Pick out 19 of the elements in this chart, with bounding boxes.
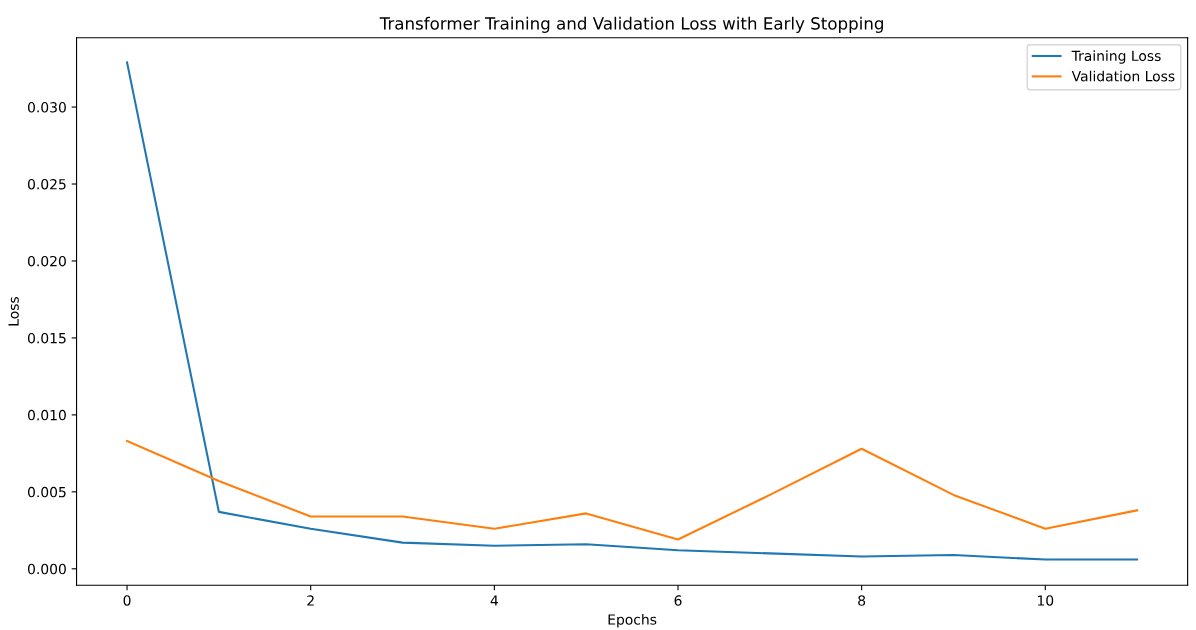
x-tick-label: 10 (1037, 595, 1054, 606)
x-tick-label: 8 (858, 595, 866, 606)
y-tick-label: 0.020 (27, 255, 66, 267)
x-axis-title: Epochs (608, 613, 657, 628)
legend-label: Validation Loss (1071, 70, 1175, 82)
x-tick-label: 2 (307, 595, 314, 606)
x-tick-label: 4 (490, 595, 498, 606)
y-tick-label: 0.015 (27, 332, 66, 344)
y-tick-label: 0.005 (27, 486, 66, 498)
y-tick-label: 0.000 (27, 563, 66, 575)
y-tick-label: 0.030 (27, 102, 66, 113)
x-tick-label: 6 (674, 595, 682, 606)
x-tick-label: 0 (123, 595, 131, 606)
y-tick-label: 0.010 (27, 409, 66, 421)
chart-title: Transformer Training and Validation Loss with Early Stopping (379, 16, 883, 33)
y-axis-title: Loss (8, 296, 19, 326)
line-series (126, 440, 1139, 541)
legend-label: Training Loss (1071, 50, 1161, 64)
y-tick-label: 0.025 (27, 178, 66, 190)
